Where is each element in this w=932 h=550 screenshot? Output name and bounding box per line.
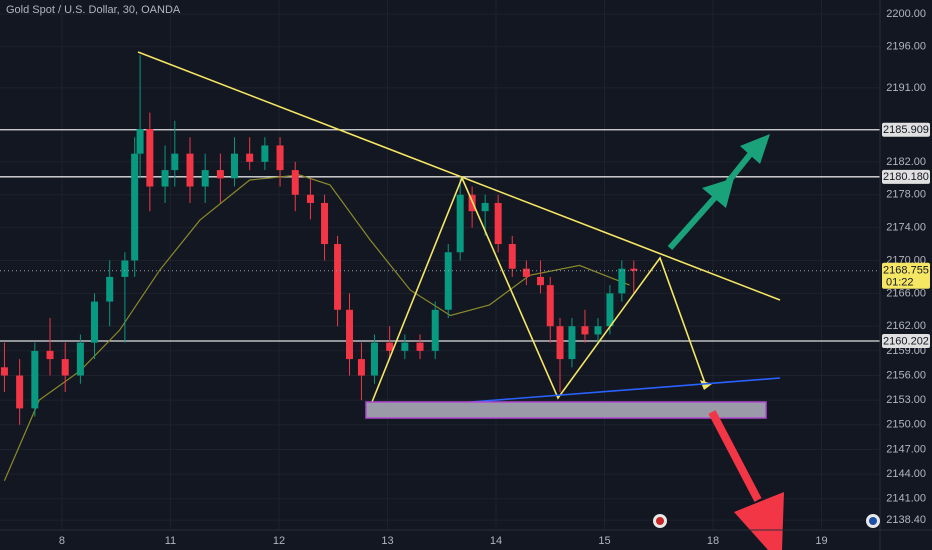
- level-label: 2185.909: [883, 124, 929, 136]
- candle-body: [230, 153, 238, 179]
- candle-body: [131, 153, 139, 261]
- trend-line: [137, 51, 781, 301]
- candle-body: [146, 129, 154, 187]
- candle-body: [522, 268, 530, 277]
- candle-body: [606, 293, 614, 327]
- event-icon: [656, 517, 664, 525]
- y-tick-label: 2144.00: [886, 468, 926, 480]
- chart-title: Gold Spot / U.S. Dollar, 30, OANDA: [6, 4, 181, 16]
- pattern-line: [367, 175, 707, 413]
- y-tick-label: 2156.00: [886, 369, 926, 381]
- x-tick-label: 13: [381, 535, 393, 547]
- candle-body: [357, 359, 365, 376]
- candle-body: [546, 285, 554, 327]
- level-label: 2160.202: [883, 335, 929, 347]
- level-label: 2180.180: [883, 171, 929, 183]
- y-tick-label: 2200.00: [886, 8, 926, 20]
- candle-body: [431, 309, 439, 351]
- x-tick-label: 15: [598, 535, 610, 547]
- candle-body: [161, 170, 169, 187]
- candle-body: [334, 244, 342, 310]
- y-tick-label: 2166.00: [886, 287, 926, 299]
- level-tag: [882, 333, 930, 348]
- candle-body: [91, 301, 99, 343]
- candle-body: [568, 326, 576, 360]
- candle-body: [306, 194, 314, 203]
- candle-body: [494, 202, 502, 245]
- candle-body: [370, 342, 378, 376]
- y-tick-label: 2150.00: [886, 419, 926, 431]
- y-tick-label: 2138.40: [886, 514, 926, 526]
- candle-body: [246, 153, 254, 162]
- x-tick-label: 18: [707, 535, 719, 547]
- candle-body: [16, 375, 24, 409]
- grid: [0, 0, 880, 530]
- candle-body: [346, 309, 354, 360]
- y-tick-label: 2182.00: [886, 156, 926, 168]
- arrow-head: [740, 134, 770, 164]
- candle-body: [481, 202, 489, 212]
- plot: [0, 55, 880, 481]
- candle-body: [536, 276, 544, 286]
- drawings: [137, 51, 784, 550]
- y-tick-label: 2153.00: [886, 394, 926, 406]
- y-tick-label: 2196.00: [886, 41, 926, 53]
- event-icon: [869, 517, 877, 525]
- last-price-tag: [882, 262, 930, 289]
- candle-body: [321, 202, 329, 245]
- level-tag: [882, 122, 930, 137]
- candle-body: [136, 129, 144, 154]
- x-tick-label: 12: [273, 535, 285, 547]
- y-tick-label: 2191.00: [886, 82, 926, 94]
- candle-body: [401, 342, 409, 351]
- candle-body: [508, 244, 516, 269]
- candle-body: [386, 342, 394, 351]
- candle-body: [76, 342, 84, 376]
- candle-body: [291, 170, 299, 195]
- x-tick-label: 14: [490, 535, 502, 547]
- candle-body: [31, 350, 39, 409]
- level-tag: [882, 169, 930, 184]
- y-tick-label: 2174.00: [886, 222, 926, 234]
- arrow-head: [734, 492, 784, 550]
- countdown-label: 01:22: [886, 277, 914, 289]
- candle-body: [186, 153, 194, 187]
- candle-body: [121, 260, 129, 277]
- x-tick-label: 19: [815, 535, 827, 547]
- candle-body: [594, 326, 602, 335]
- y-tick-label: 2178.00: [886, 189, 926, 201]
- y-tick-label: 2141.00: [886, 493, 926, 505]
- arrow-head: [702, 178, 734, 208]
- candle-body: [61, 359, 69, 376]
- candle-body: [106, 276, 114, 302]
- bear-arrow: [708, 410, 762, 502]
- candle-body: [261, 145, 269, 162]
- moving-average: [3, 174, 630, 481]
- candle-body: [276, 145, 284, 171]
- y-tick-label: 2147.00: [886, 443, 926, 455]
- support-zone: [365, 401, 767, 419]
- candle-body: [456, 194, 464, 253]
- x-tick-label: 11: [165, 535, 176, 547]
- candle-body: [201, 170, 209, 187]
- bull-arrow: [725, 150, 755, 184]
- y-tick-label: 2162.00: [886, 320, 926, 332]
- last-price-label: 2168.755: [883, 265, 929, 277]
- candle-body: [618, 268, 626, 294]
- candle-body: [171, 153, 179, 171]
- candle-body: [444, 252, 452, 310]
- x-tick-label: 8: [59, 535, 65, 547]
- candle-body: [0, 367, 8, 376]
- candle-body: [556, 326, 564, 360]
- candle-body: [416, 342, 424, 351]
- candle-body: [46, 350, 54, 360]
- candle-body: [630, 268, 638, 271]
- candle-body: [581, 326, 589, 335]
- candle-body: [216, 170, 224, 179]
- arrow-head: [700, 380, 712, 390]
- bull-arrow: [667, 192, 721, 250]
